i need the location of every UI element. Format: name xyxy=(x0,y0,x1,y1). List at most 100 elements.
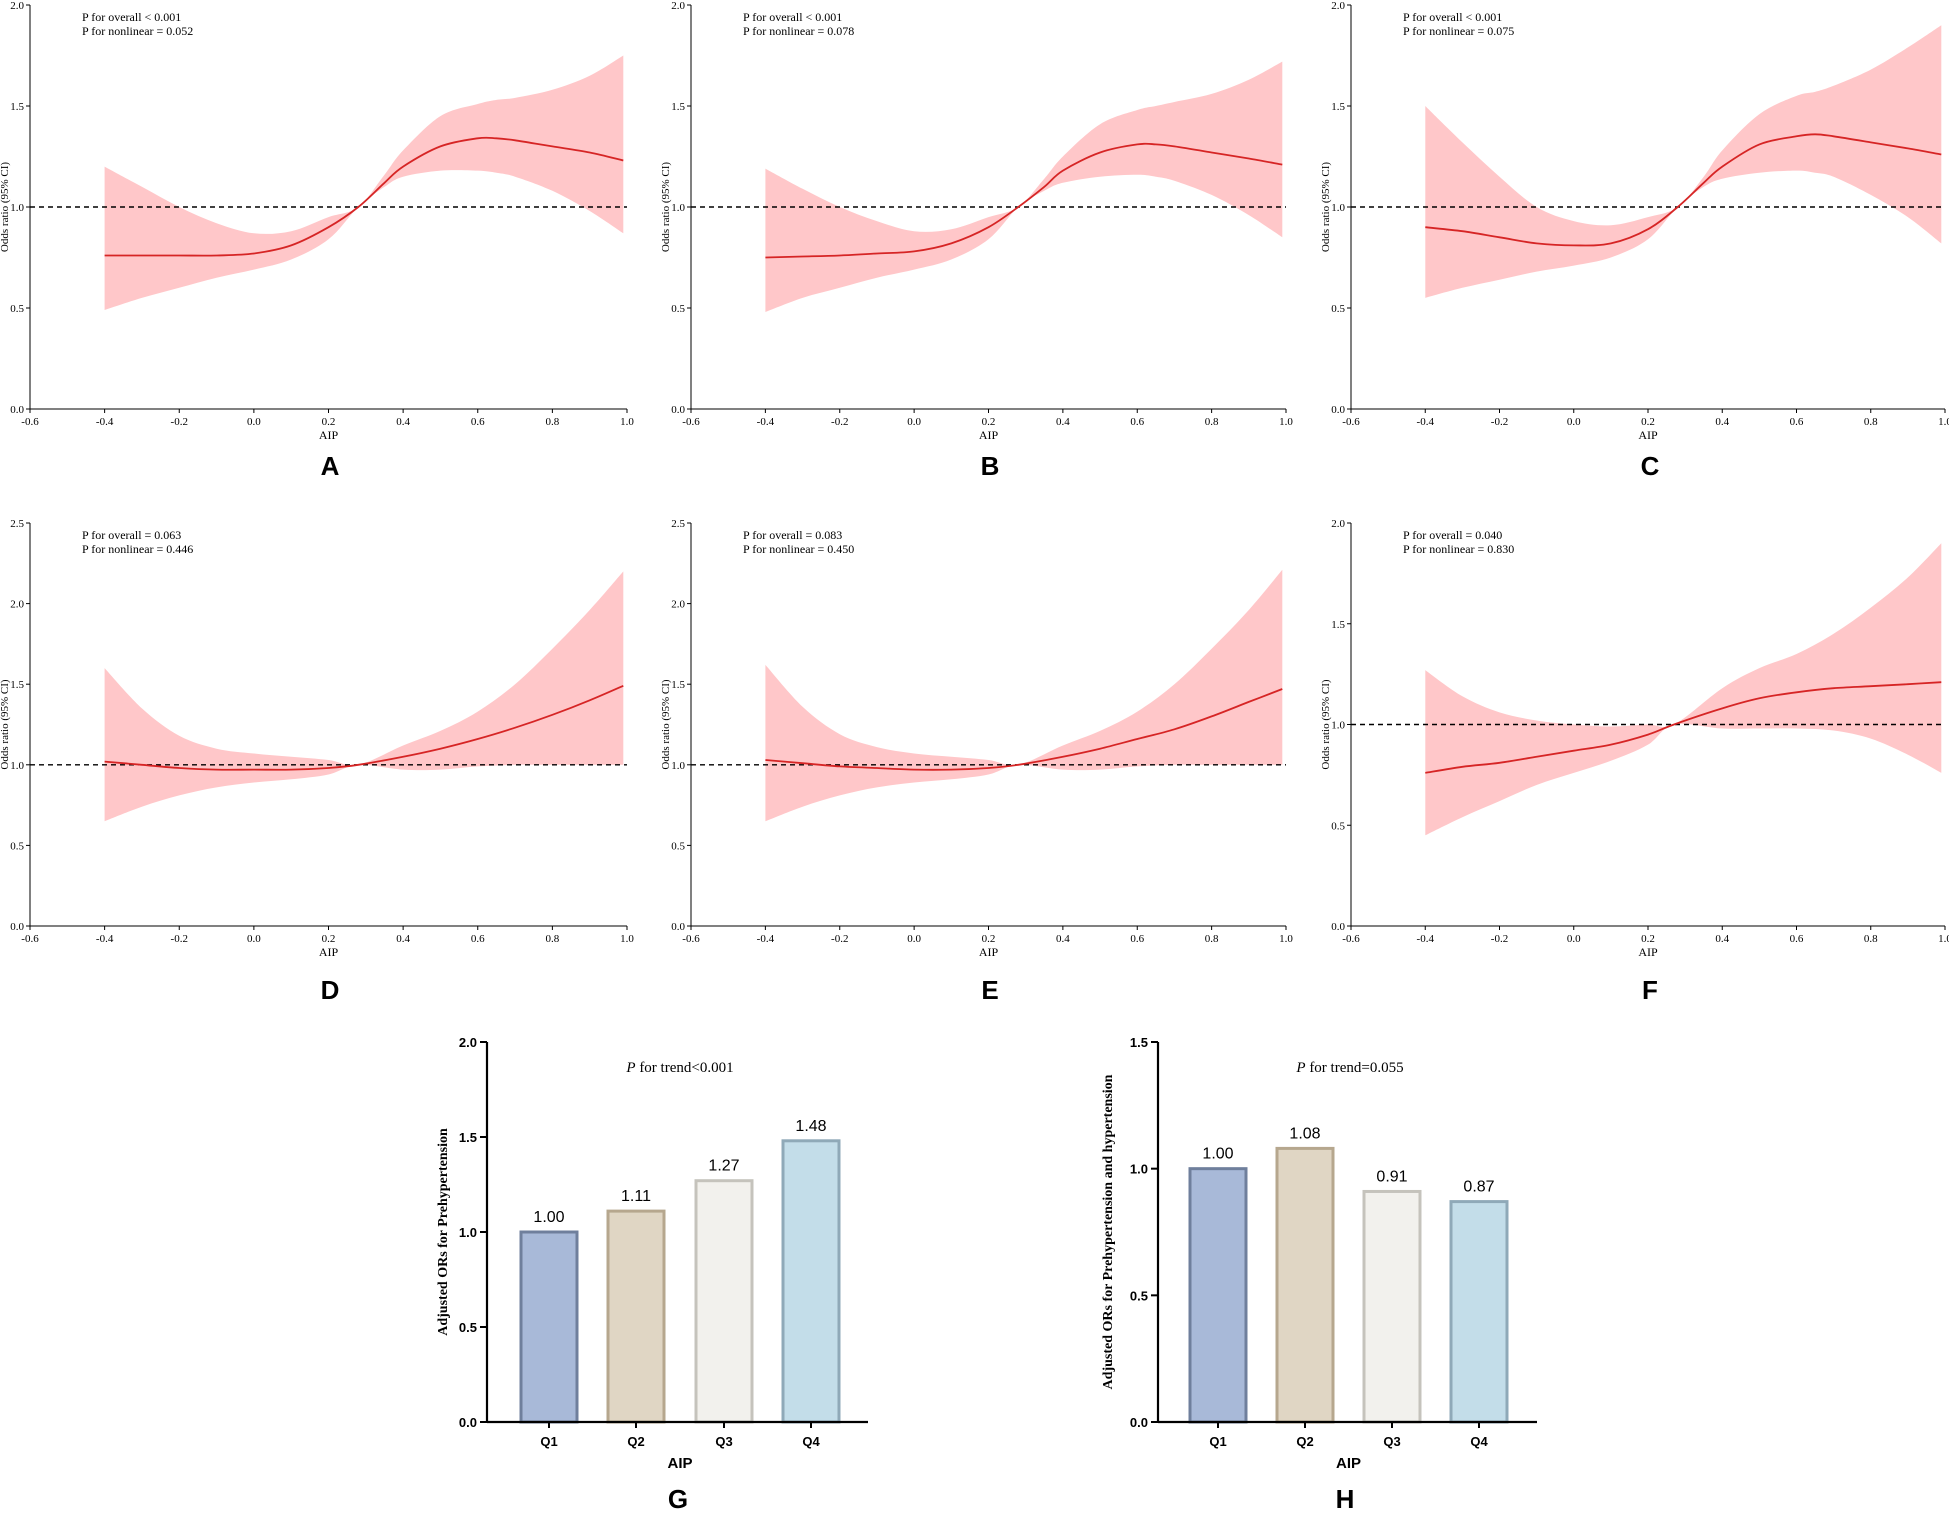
y-tick-label: 1.5 xyxy=(1331,619,1345,631)
ci-band xyxy=(104,55,624,310)
bar-q1 xyxy=(1188,1167,1248,1424)
y-tick-label: 0.0 xyxy=(671,921,685,933)
x-axis-label: AIP xyxy=(319,945,339,959)
x-tick-label: 0.0 xyxy=(1567,416,1581,428)
y-tick-label: 0.5 xyxy=(459,1320,477,1335)
bar-q1 xyxy=(519,1230,579,1424)
x-tick-label: -0.2 xyxy=(831,416,848,428)
panel-h: 1.00 Q1 1.08 Q2 0.91 Q3 0.87 Q4 0.0 0.5 1.0 1.5 AIP A… xyxy=(1101,1035,1537,1514)
panel-label: G xyxy=(668,1484,688,1514)
y-tick-label: 1.5 xyxy=(10,101,24,113)
x-tick-label: 0.4 xyxy=(1056,416,1070,428)
panel-f: 0.0 0.5 1.0 1.5 2.0 -0.6 -0.4 -0.2 0.0 0.2 0.4 0.6 0… xyxy=(1320,518,1949,1005)
bar-value-label: 1.11 xyxy=(621,1188,651,1205)
bar-q4 xyxy=(1449,1200,1509,1424)
bar-value-label: 1.00 xyxy=(533,1209,564,1226)
x-axis-label: AIP xyxy=(1638,428,1658,442)
x-tick-label: Q2 xyxy=(627,1434,644,1449)
y-axis-label: Adjusted ORs for Prehypertension and hyp… xyxy=(1101,1074,1116,1389)
x-tick-label: 0.2 xyxy=(982,416,996,428)
x-tick-label: -0.6 xyxy=(21,416,39,428)
trend-annotation: P for trend=0.055 xyxy=(1295,1060,1403,1076)
y-tick-label: 1.5 xyxy=(459,1130,477,1145)
or-curve xyxy=(104,684,624,771)
y-tick-label: 2.0 xyxy=(10,599,24,611)
y-axis-label: Odds ratio (95% CI) xyxy=(1320,679,1332,769)
y-tick-label: 1.0 xyxy=(1130,1162,1148,1177)
or-curve xyxy=(1425,133,1942,247)
x-tick-label: -0.2 xyxy=(1491,933,1508,945)
x-axis-label: AIP xyxy=(979,428,999,442)
x-tick-label: -0.2 xyxy=(831,933,848,945)
x-tick-label: 0.0 xyxy=(247,416,261,428)
y-tick-label: 2.5 xyxy=(10,518,24,530)
p-value-annotation: P for nonlinear = 0.830 xyxy=(1403,542,1514,556)
x-axis-label: AIP xyxy=(1336,1455,1361,1472)
p-value-annotation: P for overall = 0.063 xyxy=(82,528,181,542)
x-tick-label: 0.0 xyxy=(907,933,921,945)
y-tick-label: 2.0 xyxy=(459,1035,477,1050)
or-curve xyxy=(104,136,624,257)
p-value-annotation: P for nonlinear = 0.450 xyxy=(743,542,854,556)
x-tick-label: -0.4 xyxy=(96,933,114,945)
or-curve xyxy=(765,142,1283,259)
x-tick-label: 0.2 xyxy=(322,933,336,945)
x-tick-label: 0.0 xyxy=(1567,933,1581,945)
y-tick-label: 1.5 xyxy=(1331,101,1345,113)
y-tick-label: 1.5 xyxy=(10,679,24,691)
y-tick-label: 2.0 xyxy=(671,0,685,12)
x-axis-label: AIP xyxy=(979,945,999,959)
trend-p-italic: P xyxy=(1295,1060,1305,1076)
x-tick-label: 0.4 xyxy=(1715,416,1729,428)
x-tick-label: Q1 xyxy=(540,1434,557,1449)
x-tick-label: 0.8 xyxy=(546,416,560,428)
bar-value-label: 0.87 xyxy=(1463,1179,1494,1196)
p-value-annotation: P for nonlinear = 0.075 xyxy=(1403,24,1514,38)
bar-value-label: 1.48 xyxy=(795,1118,826,1135)
x-tick-label: 1.0 xyxy=(1279,416,1293,428)
x-tick-label: 0.6 xyxy=(1130,416,1144,428)
x-tick-label: 1.0 xyxy=(1279,933,1293,945)
y-tick-label: 0.5 xyxy=(1331,820,1345,832)
panel-e: 0.0 0.5 1.0 1.5 2.0 2.5 -0.6 -0.4 -0.2 0.0 0.2 0.4 0… xyxy=(660,518,1293,1005)
y-tick-label: 1.0 xyxy=(671,760,685,772)
x-tick-label: Q4 xyxy=(1470,1434,1488,1449)
bar-value-label: 1.08 xyxy=(1289,1125,1320,1142)
y-tick-label: 2.5 xyxy=(671,518,685,530)
y-tick-label: 0.0 xyxy=(1331,404,1345,416)
x-tick-label: Q4 xyxy=(802,1434,820,1449)
x-tick-label: 0.4 xyxy=(1056,933,1070,945)
panel-label: C xyxy=(1641,451,1660,481)
y-tick-label: 2.0 xyxy=(671,599,685,611)
p-value-annotation: P for overall < 0.001 xyxy=(82,10,181,24)
panel-label: H xyxy=(1336,1484,1355,1514)
x-tick-label: -0.4 xyxy=(1417,416,1435,428)
ci-band xyxy=(104,571,624,822)
x-tick-label: 1.0 xyxy=(1938,933,1949,945)
trend-p-value: for trend=0.055 xyxy=(1306,1060,1404,1076)
bar-q3 xyxy=(1362,1189,1422,1424)
bar-q3 xyxy=(694,1179,754,1424)
x-tick-label: -0.4 xyxy=(1417,933,1435,945)
y-tick-label: 0.0 xyxy=(10,921,24,933)
x-tick-label: 0.8 xyxy=(546,933,560,945)
y-tick-label: 1.5 xyxy=(671,679,685,691)
y-axis-label: Odds ratio (95% CI) xyxy=(0,162,11,252)
or-curve xyxy=(1425,681,1942,774)
x-tick-label: 0.6 xyxy=(471,933,485,945)
x-tick-label: 1.0 xyxy=(620,416,634,428)
bar-q4 xyxy=(781,1139,841,1424)
x-tick-label: Q3 xyxy=(1383,1434,1400,1449)
or-curve xyxy=(765,688,1283,771)
ci-band xyxy=(1425,543,1942,836)
x-tick-label: 0.0 xyxy=(247,933,261,945)
p-value-annotation: P for overall < 0.001 xyxy=(1403,10,1502,24)
panel-c: 0.0 0.5 1.0 1.5 2.0 -0.6 -0.4 -0.2 0.0 0.2 0.4 0.6 0… xyxy=(1320,0,1949,481)
x-tick-label: 0.2 xyxy=(322,416,336,428)
x-tick-label: 0.2 xyxy=(982,933,996,945)
x-tick-label: -0.4 xyxy=(96,416,114,428)
y-tick-label: 1.0 xyxy=(10,760,24,772)
x-axis-label: AIP xyxy=(667,1455,692,1472)
panel-label: F xyxy=(1642,975,1658,1005)
ci-band xyxy=(765,569,1283,822)
